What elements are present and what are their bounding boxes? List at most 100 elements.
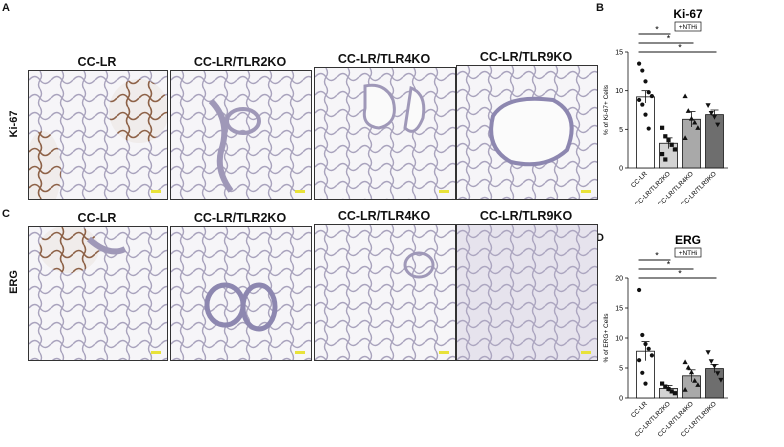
chart1-significance-label-2: * [678,269,682,279]
chart0-y-tick-label-3: 15 [615,50,623,57]
chart1-point-2-4 [695,382,701,387]
chart0-point-0-3 [646,90,651,95]
chart0-point-0-0 [637,61,642,66]
chart0-bar-3 [705,114,724,169]
chart0-point-2-2 [688,115,695,121]
panel-letter-c: C [2,208,10,220]
chart0-subtitle: +NTHi [679,24,698,31]
chart1-y-tick-label-1: 5 [619,366,623,373]
chart1-y-tick-label-3: 15 [615,306,623,313]
column-header-tlr9ko-a: CC-LR/TLR9KO [479,50,573,64]
column-header-cc-lr-a: CC-LR [77,55,117,69]
chart1-bar-3 [705,368,724,399]
chart0-point-2-3 [692,119,698,125]
chart1-subtitle: +NTHi [679,250,698,257]
chart0-point-3-0 [705,103,711,108]
chart1-point-1-4 [672,391,677,396]
chart1-point-0-4 [649,353,654,358]
chart0-point-2-1 [685,108,691,113]
column-header-cc-lr-c: CC-LR [77,211,117,225]
chart0-point-1-4 [672,147,677,152]
column-header-tlr2ko-a: CC-LR/TLR2KO [193,55,287,69]
micrograph-erg-tlr2ko [170,226,312,361]
chart1-point-0-2 [643,341,648,347]
chart1-point-2-3 [692,378,698,383]
scale-bar [439,190,449,193]
chart0-y-axis-label: % of Ki-67+ Cells [603,84,610,135]
chart0-category-label-0: CC-LR [630,170,649,189]
chart1-point-1-1 [663,384,668,389]
chart0-y-tick-label-1: 5 [619,127,623,134]
scale-bar [581,190,591,193]
chart1-y-axis-label: % of ERG+ Cells [603,313,610,363]
chart0-subtitle-box [674,21,702,32]
chart0-point-0-8 [646,126,651,131]
micrograph-ki67-tlr9ko [456,65,598,200]
micrograph-ki67-cc-lr [28,70,168,200]
chart0-point-2-4 [695,125,701,130]
chart0-point-0-6 [640,102,645,107]
chart0-point-3-3 [715,122,721,128]
chart0-point-1-0 [660,125,665,130]
chart1-significance-label-1: * [667,260,671,270]
chart1-y-tick-label-2: 10 [615,336,623,343]
chart1-point-3-4 [718,377,724,383]
chart1-point-0-6 [640,370,645,375]
chart1-y-tick-label-4: 20 [615,276,623,283]
panel-letter-d: D [596,232,604,244]
chart0-significance-label-0: * [655,25,659,35]
scale-bar [151,351,161,354]
scale-bar [581,351,591,354]
chart0-point-0-1 [640,68,645,73]
panel-letter-a: A [2,2,10,14]
chart0-point-1-3 [669,142,674,147]
chart1-point-2-1 [685,364,691,370]
chart0-point-0-5 [637,97,642,103]
chart0-point-2-5 [682,135,688,140]
scale-bar [295,351,305,354]
chart1-point-2-2 [688,369,695,375]
chart0-title: Ki-67 [673,7,703,21]
column-header-tlr2ko-c: CC-LR/TLR2KO [193,211,287,225]
micrograph-erg-tlr4ko [314,224,456,361]
chart1-subtitle-box [674,247,702,258]
column-header-tlr9ko-c: CC-LR/TLR9KO [479,209,573,223]
chart0-point-1-2 [666,138,671,143]
chart1-point-0-3 [646,346,651,351]
chart1-point-3-0 [705,350,711,355]
chart1-point-1-2 [666,386,671,392]
row-label-erg: ERG [8,270,20,294]
chart0-point-0-4 [649,93,654,99]
row-label-ki67: Ki-67 [8,110,20,138]
chart1-point-1-3 [669,389,674,394]
chart0-point-0-7 [643,112,648,117]
chart1-category-label-0: CC-LR [630,400,649,419]
chart0-significance-label-1: * [667,34,671,44]
chart1-point-1-0 [660,381,665,386]
chart1-point-3-1 [708,359,714,364]
chart1-point-2-0 [682,359,688,365]
chart0-bar-0 [636,96,655,169]
micrograph-erg-cc-lr [28,226,168,361]
chart0-y-tick-label-2: 10 [615,88,623,95]
chart1-significance-label-0: * [655,251,659,261]
chart0-y-tick-label-0: 0 [619,166,623,173]
chart1-y-tick-label-0: 0 [619,396,623,403]
chart1-point-0-0 [637,287,642,293]
micrograph-erg-tlr9ko [456,224,598,361]
panel-letter-b: B [596,2,604,14]
column-header-tlr4ko-c: CC-LR/TLR4KO [337,209,431,223]
chart1-point-0-7 [643,381,648,386]
chart0-point-2-0 [682,93,688,99]
chart1-point-3-2 [711,364,718,369]
scale-bar [151,190,161,193]
chart1-point-0-1 [640,332,645,338]
scale-bar [439,351,449,354]
chart0-point-3-1 [708,110,714,116]
micrograph-ki67-tlr4ko [314,67,456,200]
chart0-point-1-6 [663,157,668,162]
chart1-title: ERG [675,233,701,247]
micrograph-ki67-tlr2ko [170,70,312,200]
